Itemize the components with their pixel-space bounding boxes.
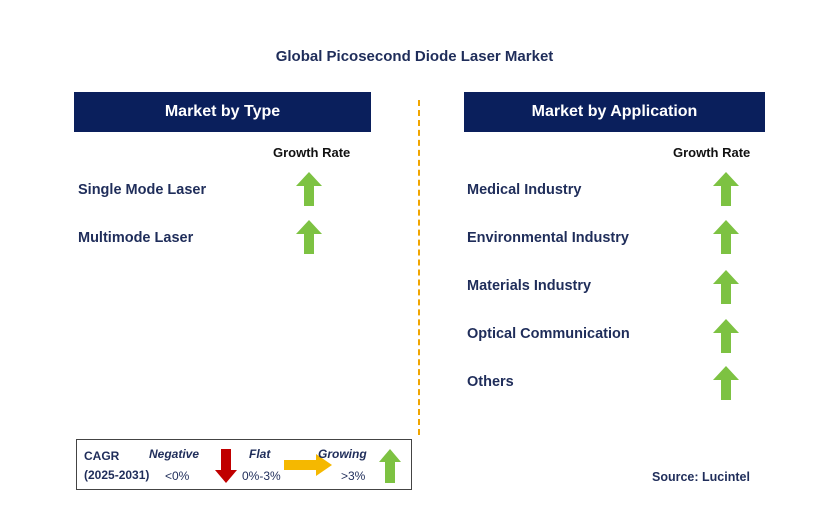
legend-period: (2025-2031) [84,468,150,482]
growing-arrow-icon [713,366,739,400]
growing-arrow-icon [713,270,739,304]
flat-arrow-icon [284,454,332,476]
type-growth-rate-label: Growth Rate [273,145,351,160]
type-panel-header: Market by Type [74,92,371,132]
application-item-label: Optical Communication [467,326,630,342]
growing-arrow-icon [296,172,322,206]
legend-negative-label: Negative [149,447,200,461]
application-panel-header: Market by Application [464,92,765,132]
source-label: Source: Lucintel [652,470,750,484]
type-item-label: Single Mode Laser [78,182,207,198]
application-growth-rate-label: Growth Rate [673,145,751,160]
chart-title: Global Picosecond Diode Laser Market [275,48,554,65]
application-item-label: Medical Industry [467,182,582,198]
growing-arrow-icon [379,449,401,483]
legend-flat-label: Flat [249,447,271,461]
legend-growing-range: >3% [341,469,366,483]
legend-flat-range: 0%-3% [242,469,281,483]
application-item-label: Others [467,374,514,390]
growing-arrow-icon [296,220,322,254]
growing-arrow-icon [713,172,739,206]
application-item-label: Materials Industry [467,278,592,294]
application-item-label: Environmental Industry [467,230,629,246]
growing-arrow-icon [713,220,739,254]
negative-arrow-icon [215,449,237,483]
panel-divider [418,100,420,435]
type-item-label: Multimode Laser [78,230,194,246]
legend-growing-label: Growing [318,447,367,461]
legend-cagr-label: CAGR [84,449,120,463]
legend-negative-range: <0% [165,469,190,483]
cagr-legend: CAGR (2025-2031) Negative <0% Flat 0%-3%… [76,439,412,490]
growing-arrow-icon [713,319,739,353]
